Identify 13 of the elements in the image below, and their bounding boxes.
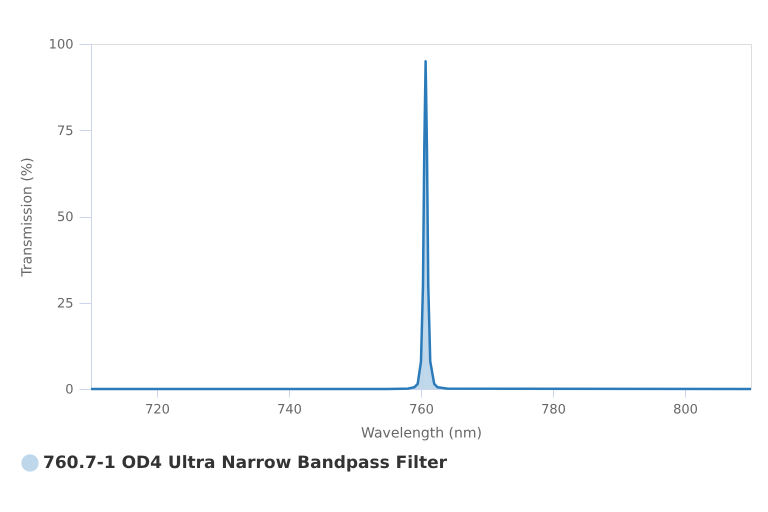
x-tick-label: 760: [409, 402, 434, 418]
y-axis-title: Transmission (%): [20, 157, 36, 278]
x-tick-label: 740: [277, 402, 302, 418]
y-tick-label: 0: [65, 382, 74, 398]
legend-label: 760.7-1 OD4 Ultra Narrow Bandpass Filter: [43, 453, 448, 473]
x-axis-title: Wavelength (nm): [361, 426, 482, 442]
x-tick-label: 780: [541, 402, 566, 418]
x-tick-label: 720: [145, 402, 170, 418]
x-tick-label: 800: [673, 402, 698, 418]
y-tick-label: 25: [56, 296, 74, 312]
y-tick-label: 75: [56, 124, 74, 139]
y-tick-label: 50: [56, 210, 74, 225]
y-tick-label: 100: [48, 38, 74, 52]
